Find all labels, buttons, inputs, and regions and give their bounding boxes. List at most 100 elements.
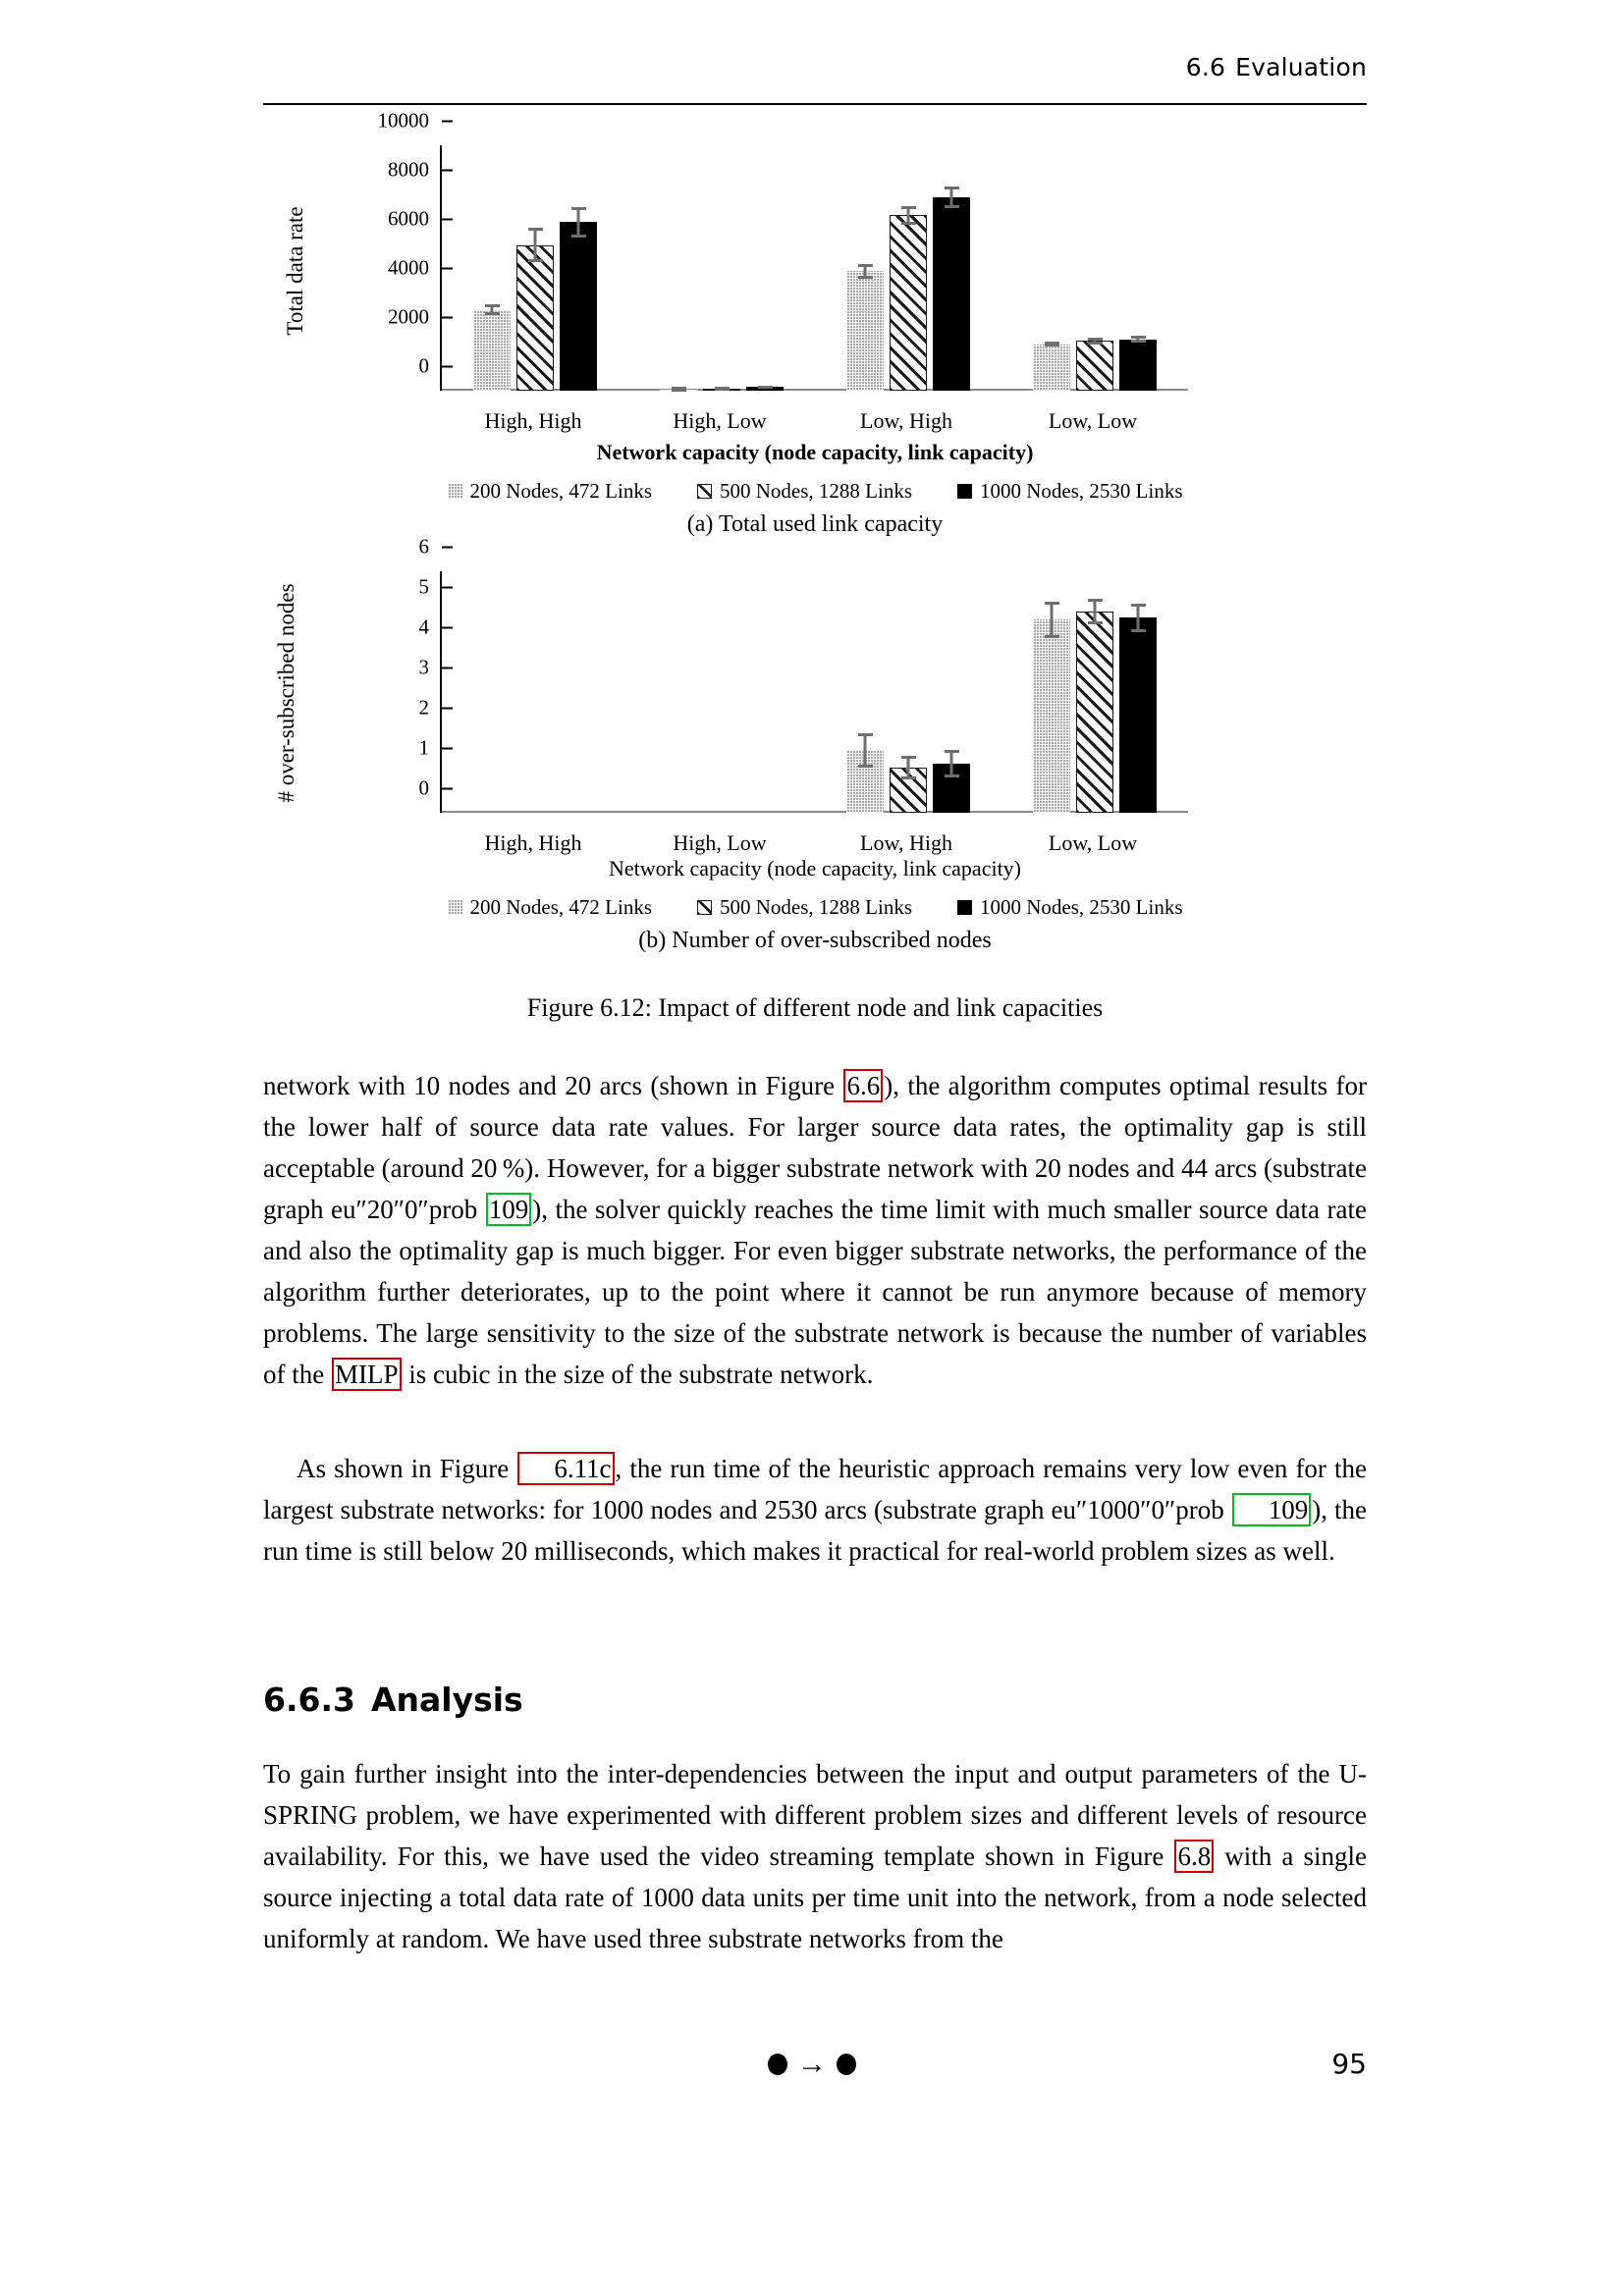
bar-group — [442, 145, 628, 391]
error-bar — [533, 228, 537, 263]
chart-b-y-axis-label-text: # over-subscribed nodes — [274, 583, 298, 803]
y-tick-mark — [442, 546, 453, 548]
chart-b-over-subscribed-nodes: # over-subscribed nodes 0 1 2 3 4 5 6 High, Hi… — [263, 535, 1367, 855]
figure-ref-6-6[interactable]: 6.6 — [843, 1069, 884, 1102]
x-category-label: High, High — [484, 408, 582, 433]
error-bar — [720, 388, 724, 390]
diagonal-hatch-swatch-icon — [697, 484, 712, 499]
p1-text-c: ), the solver quickly reaches the time l… — [263, 1195, 1367, 1389]
y-tick-label: 8000 — [388, 158, 453, 183]
chart-b-category-labels: High, High High, Low Low, High Low, Low — [440, 830, 1186, 856]
header-section-title: Evaluation — [1235, 53, 1367, 81]
y-tick-mark — [442, 586, 453, 588]
error-bar — [863, 733, 867, 768]
y-tick-mark — [442, 747, 453, 749]
bar — [660, 388, 697, 391]
legend-item: 500 Nodes, 1288 Links — [697, 479, 912, 504]
bar-fill — [1076, 341, 1113, 391]
bar-fill — [1033, 619, 1070, 813]
y-tick-mark — [442, 316, 453, 318]
citation-ref-109-a[interactable]: 109 — [485, 1193, 532, 1226]
bar — [1033, 601, 1070, 813]
chart-b-bar-groups — [442, 571, 1188, 813]
chart-b-x-axis-label: Network capacity (node capacity, link ca… — [608, 856, 1022, 881]
bar — [560, 206, 597, 391]
page-number: 95 — [1331, 2048, 1367, 2080]
error-bar — [490, 303, 494, 316]
bar — [473, 303, 511, 391]
bar — [1033, 341, 1070, 391]
p1-text-b: ), the algorithm computes optimal result… — [263, 1071, 1367, 1224]
p1-text-d: is cubic in the size of the substrate ne… — [402, 1360, 874, 1389]
figure-6-12: Total data rate 0 2000 4000 6000 8000 10000 H… — [263, 109, 1367, 1023]
legend-item: 1000 Nodes, 2530 Links — [957, 479, 1183, 504]
bar — [516, 228, 554, 391]
figure-caption: Figure 6.12: Impact of different node an… — [526, 993, 1104, 1022]
error-bar — [1136, 603, 1140, 632]
bar — [1076, 337, 1113, 391]
error-bar — [863, 263, 867, 279]
x-category-label: Low, Low — [1048, 408, 1138, 433]
y-tick-mark — [442, 787, 453, 789]
acronym-ref-milp[interactable]: MILP — [331, 1358, 402, 1391]
legend-item-label: 1000 Nodes, 2530 Links — [980, 895, 1183, 919]
legend-item-label: 200 Nodes, 472 Links — [469, 479, 653, 503]
header-rule — [263, 103, 1367, 105]
y-tick-label: 2 — [419, 696, 453, 721]
chart-b-x-axis — [442, 811, 1188, 813]
error-bar — [906, 755, 910, 780]
body-paragraph-1: network with 10 nodes and 20 arcs (shown… — [263, 1065, 1367, 1395]
dots-swatch-icon — [447, 484, 462, 499]
chart-b-subcaption: (b) Number of over-subscribed nodes — [638, 928, 992, 953]
bar-fill — [1076, 612, 1113, 813]
bar-fill — [846, 271, 884, 391]
chart-a-y-axis-label: Total data rate — [283, 206, 307, 336]
ornament-dot-left-icon — [768, 2053, 787, 2075]
bar-fill — [890, 215, 927, 391]
x-category-label: High, High — [484, 830, 582, 855]
p2-text-c: ), the run time is still below 20 millis… — [263, 1495, 1367, 1566]
y-tick-mark — [442, 707, 453, 709]
chart-a-bar-groups — [442, 145, 1188, 391]
bar — [890, 205, 927, 391]
bar-group — [815, 571, 1001, 813]
diagonal-hatch-swatch-icon — [697, 900, 712, 915]
legend-item: 200 Nodes, 472 Links — [447, 895, 652, 920]
bar — [890, 755, 927, 813]
bar — [703, 388, 740, 391]
figure-ref-6-8[interactable]: 6.8 — [1174, 1840, 1215, 1873]
y-tick-label: 6 — [419, 535, 453, 560]
chart-a-x-axis-label: Network capacity (node capacity, link ca… — [596, 440, 1034, 464]
y-tick-label: 0 — [419, 776, 453, 801]
x-category-label: High, Low — [673, 830, 767, 855]
error-bar — [1050, 341, 1054, 347]
footer-ornament: → — [0, 2047, 1624, 2081]
solid-black-swatch-icon — [957, 900, 972, 915]
section-heading-title: Analysis — [370, 1681, 523, 1719]
dots-swatch-icon — [447, 900, 462, 915]
bar-group — [628, 145, 815, 391]
header-section-number: 6.6 — [1185, 53, 1226, 81]
y-tick-mark — [442, 218, 453, 220]
section-heading-6-6-3: 6.6.3 Analysis — [263, 1681, 1367, 1719]
p2-text-b: , the run time of the heuristic approach… — [263, 1454, 1367, 1524]
bar-fill — [933, 196, 970, 391]
error-bar — [1050, 601, 1054, 638]
y-tick-mark — [442, 267, 453, 269]
legend-item: 200 Nodes, 472 Links — [447, 479, 653, 504]
x-category-label: Low, Low — [1048, 830, 1138, 855]
y-tick-label: 4 — [419, 615, 453, 640]
p2-text-a: As shown in Figure — [297, 1454, 517, 1483]
section-heading-number: 6.6.3 — [263, 1681, 355, 1719]
y-tick-label: 4000 — [388, 256, 453, 281]
p3-text-b: with a single source injecting a total d… — [263, 1842, 1367, 1953]
bar-group — [1001, 571, 1188, 813]
bar-group — [442, 571, 628, 813]
figure-ref-6-11c[interactable]: 6.11c — [517, 1452, 615, 1485]
bar-fill — [473, 309, 511, 391]
ornament-dot-right-icon — [837, 2053, 856, 2075]
chart-b-y-axis-label: # over-subscribed nodes — [274, 565, 298, 821]
bar-group — [815, 145, 1001, 391]
citation-ref-109-b[interactable]: 109 — [1231, 1493, 1312, 1526]
